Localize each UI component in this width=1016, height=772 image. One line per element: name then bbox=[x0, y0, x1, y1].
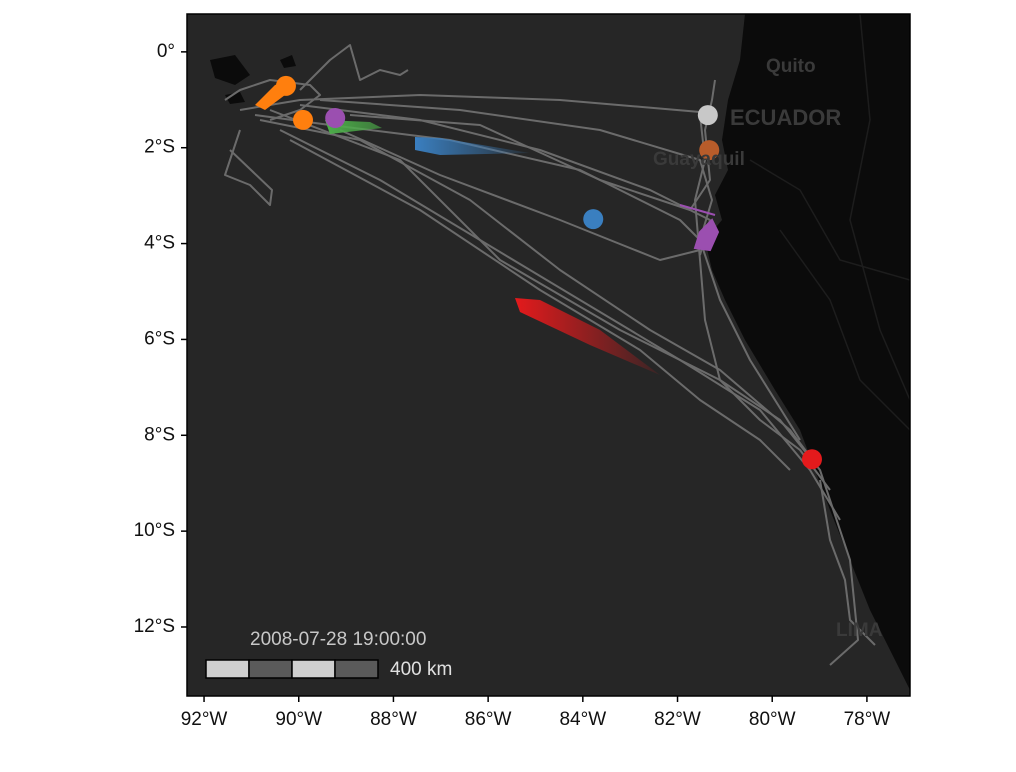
animal-position bbox=[697, 105, 718, 126]
animal-position bbox=[293, 109, 314, 130]
x-tick-label: 86°W bbox=[465, 709, 512, 730]
scale-segment bbox=[205, 659, 250, 679]
place-label: Quito bbox=[766, 56, 816, 77]
track bbox=[289, 139, 791, 471]
x-tick-label: 84°W bbox=[559, 709, 606, 730]
place-label: LIMA bbox=[836, 620, 883, 641]
place-label: Guayaquil bbox=[653, 149, 745, 170]
points bbox=[275, 75, 822, 470]
scale-label: 400 km bbox=[390, 659, 452, 680]
x-tick-label: 90°W bbox=[275, 709, 322, 730]
y-tick-label: 10°S bbox=[134, 520, 175, 541]
y-tick-label: 12°S bbox=[134, 616, 175, 637]
scale-bar: 400 km bbox=[205, 659, 452, 680]
x-tick-label: 80°W bbox=[749, 709, 796, 730]
trail bbox=[679, 204, 720, 252]
scale-segment bbox=[248, 659, 293, 679]
y-tick-label: 2°S bbox=[144, 137, 175, 158]
land bbox=[705, 14, 910, 690]
track bbox=[819, 479, 876, 646]
animal-position bbox=[325, 108, 346, 129]
x-tick-label: 78°W bbox=[844, 709, 891, 730]
islands bbox=[210, 55, 296, 104]
axes: 92°W 90°W 88°W 86°W 84°W 82°W 80°W 78°W 0° 2°S 4°S… bbox=[134, 41, 891, 730]
track bbox=[279, 129, 841, 521]
x-tick-label: 92°W bbox=[181, 709, 228, 730]
scale-segment bbox=[291, 659, 336, 679]
track bbox=[269, 109, 859, 666]
x-tick-label: 82°W bbox=[654, 709, 701, 730]
y-tick-label: 4°S bbox=[144, 233, 175, 254]
track bbox=[349, 79, 716, 211]
track bbox=[254, 114, 706, 246]
y-tick-label: 6°S bbox=[144, 328, 175, 349]
trail bbox=[515, 298, 660, 375]
track bbox=[319, 99, 801, 441]
track bbox=[224, 79, 321, 121]
track bbox=[224, 129, 273, 206]
timestamp: 2008-07-28 19:00:00 bbox=[250, 629, 426, 650]
track bbox=[339, 129, 701, 261]
borders bbox=[749, 14, 910, 431]
animal-position bbox=[275, 75, 296, 96]
animal-position bbox=[801, 449, 822, 470]
y-tick-label: 8°S bbox=[144, 424, 175, 445]
place-label: ECUADOR bbox=[730, 105, 841, 130]
track bbox=[694, 114, 831, 491]
trail bbox=[415, 137, 530, 155]
plot-frame bbox=[186, 13, 911, 697]
y-tick-label: 0° bbox=[157, 41, 175, 62]
track bbox=[299, 44, 409, 91]
x-tick-label: 88°W bbox=[370, 709, 417, 730]
animal-position bbox=[583, 209, 604, 230]
animal-position bbox=[699, 140, 720, 161]
map-area: Quito ECUADOR Guayaquil LIMA 2008-07-28 … bbox=[187, 14, 910, 696]
scale-segment bbox=[334, 659, 379, 679]
